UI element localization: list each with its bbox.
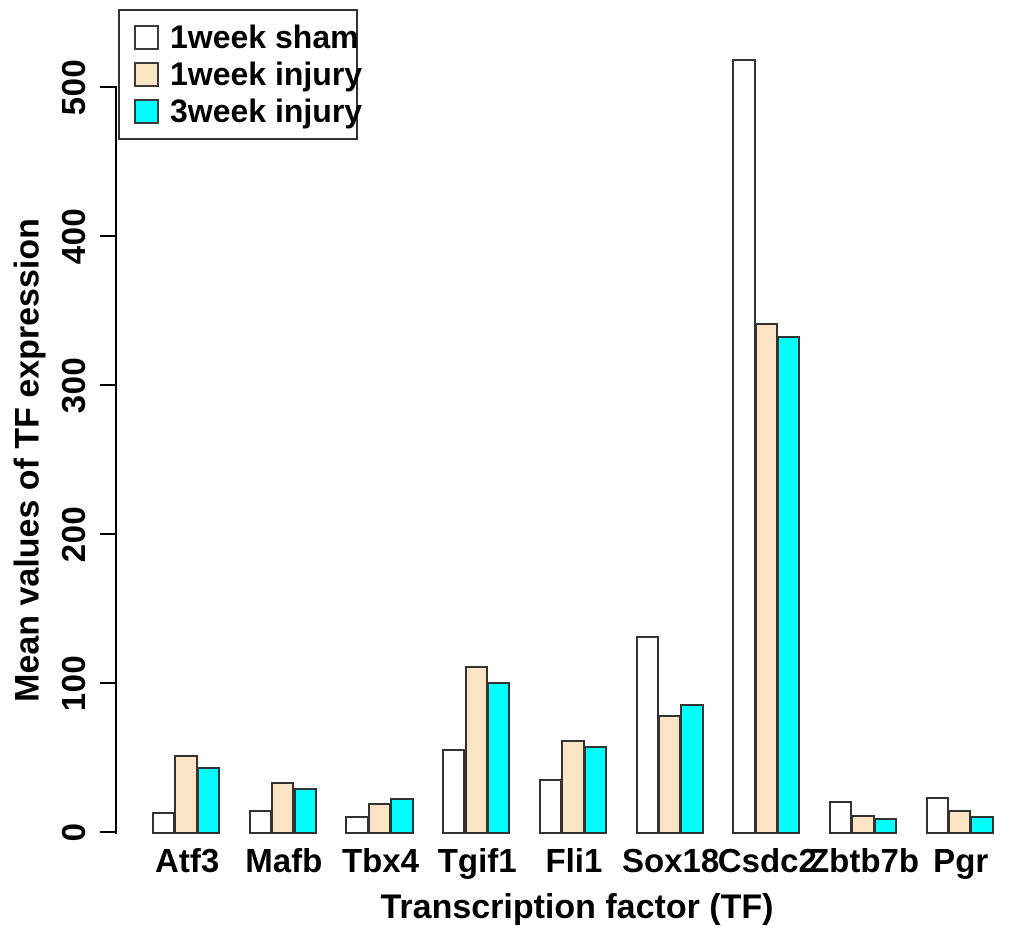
y-axis-tick bbox=[99, 85, 115, 89]
y-axis-tick bbox=[99, 830, 115, 834]
bar-tgif1-0 bbox=[442, 749, 466, 834]
x-tick-label-tbx4: Tbx4 bbox=[341, 842, 420, 879]
x-tick-label-tgif1: Tgif1 bbox=[437, 842, 517, 879]
legend-swatch-icon bbox=[134, 25, 159, 50]
bar-mafb-0 bbox=[248, 810, 273, 834]
bar-csdc2-0 bbox=[732, 59, 756, 834]
y-axis-line bbox=[114, 86, 117, 834]
bar-tgif1-1 bbox=[464, 665, 488, 834]
bar-csdc2-2 bbox=[777, 336, 801, 834]
legend-item-1: 1week injury bbox=[134, 56, 362, 92]
bar-pgr-2 bbox=[970, 816, 994, 834]
bar-tbx4-2 bbox=[390, 798, 414, 834]
legend-item-0: 1week sham bbox=[134, 19, 359, 55]
y-axis-tick bbox=[99, 681, 115, 685]
bar-zbtb7b-1 bbox=[851, 814, 875, 834]
bar-atf3-0 bbox=[152, 811, 176, 834]
y-axis-tick bbox=[99, 234, 115, 238]
bar-pgr-1 bbox=[948, 810, 972, 834]
x-tick-label-atf3: Atf3 bbox=[155, 842, 220, 879]
y-axis-title-text: Mean values of TF expression bbox=[8, 218, 47, 702]
bar-pgr-0 bbox=[925, 796, 949, 834]
bar-atf3-1 bbox=[174, 755, 198, 834]
bar-sox18-2 bbox=[680, 704, 704, 834]
legend-label: 1week sham bbox=[170, 19, 359, 55]
x-axis-title: Transcription factor (TF) bbox=[380, 888, 774, 926]
x-tick-label-pgr: Pgr bbox=[933, 842, 989, 879]
bar-mafb-1 bbox=[271, 781, 295, 834]
y-axis-tick bbox=[99, 383, 115, 387]
legend-swatch-icon bbox=[134, 99, 159, 124]
bar-zbtb7b-2 bbox=[873, 817, 898, 834]
bar-zbtb7b-0 bbox=[828, 801, 853, 834]
bar-tbx4-0 bbox=[345, 816, 369, 834]
legend-swatch-icon bbox=[134, 62, 159, 87]
x-tick-label-zbtb7b: Zbtb7b bbox=[809, 842, 919, 879]
bar-fli1-2 bbox=[583, 746, 607, 834]
legend: 1week sham 1week injury 3week injury bbox=[118, 9, 362, 140]
x-tick-label-sox18: Sox18 bbox=[621, 842, 720, 879]
y-axis-tick bbox=[99, 532, 115, 536]
legend-item-2: 3week injury bbox=[134, 93, 362, 129]
x-tick-label-mafb: Mafb bbox=[245, 842, 323, 879]
bar-sox18-0 bbox=[635, 635, 659, 834]
bar-csdc2-1 bbox=[754, 322, 778, 834]
bar-tgif1-2 bbox=[486, 682, 511, 834]
bar-atf3-2 bbox=[196, 766, 221, 834]
bar-sox18-1 bbox=[657, 714, 682, 834]
legend-label: 3week injury bbox=[170, 93, 363, 129]
bar-fli1-0 bbox=[538, 778, 563, 834]
x-tick-label-csdc2: Csdc2 bbox=[717, 842, 817, 879]
legend-label: 1week injury bbox=[170, 56, 363, 92]
x-tick-label-fli1: Fli1 bbox=[545, 842, 603, 879]
bar-fli1-1 bbox=[561, 740, 585, 834]
bar-tbx4-1 bbox=[367, 802, 392, 834]
bar-mafb-2 bbox=[293, 787, 317, 834]
